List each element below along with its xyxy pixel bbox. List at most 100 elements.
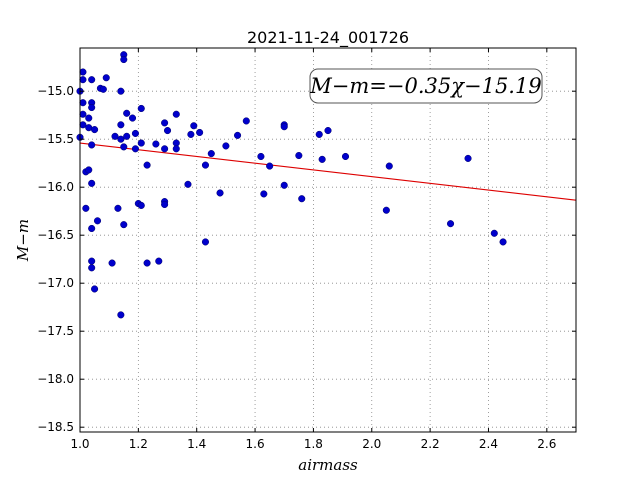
data-point bbox=[108, 259, 116, 267]
data-point bbox=[234, 131, 242, 139]
data-point bbox=[260, 190, 268, 198]
data-point bbox=[128, 114, 137, 122]
data-point bbox=[201, 238, 210, 246]
data-point bbox=[172, 110, 180, 118]
data-point bbox=[161, 119, 169, 127]
x-tick-label: 2.6 bbox=[537, 437, 556, 451]
data-point bbox=[79, 76, 87, 84]
data-point bbox=[190, 122, 198, 130]
data-point bbox=[137, 201, 145, 209]
data-point bbox=[172, 145, 180, 153]
data-point bbox=[88, 179, 96, 187]
data-point bbox=[143, 259, 151, 267]
x-axis-label: airmass bbox=[298, 456, 358, 474]
data-point bbox=[117, 121, 125, 129]
annotation-box: M−m=−0.35χ−15.19 bbox=[309, 68, 543, 104]
data-point bbox=[446, 220, 455, 228]
data-point bbox=[499, 238, 507, 246]
data-point bbox=[382, 206, 390, 214]
data-point bbox=[93, 217, 102, 225]
data-point bbox=[79, 121, 87, 129]
data-point bbox=[120, 221, 128, 229]
y-tick-label: −17.5 bbox=[37, 324, 74, 338]
x-tick-label: 1.0 bbox=[70, 437, 89, 451]
data-point bbox=[385, 162, 393, 170]
data-point bbox=[88, 264, 96, 272]
data-point bbox=[222, 142, 230, 150]
x-tick-label: 1.2 bbox=[129, 437, 148, 451]
data-point bbox=[117, 311, 125, 319]
data-point bbox=[298, 195, 306, 203]
plot-frame bbox=[79, 47, 577, 433]
data-point bbox=[201, 161, 210, 169]
data-point bbox=[117, 135, 125, 143]
data-point bbox=[117, 87, 125, 95]
data-point bbox=[324, 127, 332, 135]
data-point bbox=[114, 204, 122, 212]
y-tick-label: −16.0 bbox=[37, 180, 74, 194]
data-point bbox=[88, 103, 96, 112]
data-point bbox=[131, 145, 139, 153]
data-point bbox=[99, 85, 107, 93]
data-point bbox=[143, 161, 151, 169]
y-axis-label: M−m bbox=[14, 219, 32, 262]
x-axis-ticks: 1.0 1.2 1.4 1.6 1.8 2.0 2.2 2.4 2.6 bbox=[70, 48, 556, 451]
data-point bbox=[216, 189, 224, 197]
data-point bbox=[85, 114, 93, 122]
data-point bbox=[79, 68, 87, 76]
x-tick-label: 2.2 bbox=[421, 437, 440, 451]
data-point bbox=[161, 200, 169, 209]
data-point bbox=[79, 110, 87, 118]
grid bbox=[79, 48, 576, 432]
y-tick-label: −16.5 bbox=[37, 228, 74, 242]
data-point bbox=[257, 152, 265, 161]
data-point bbox=[161, 145, 169, 153]
data-point bbox=[82, 204, 90, 212]
data-point bbox=[120, 55, 128, 64]
data-point bbox=[318, 155, 326, 163]
data-point bbox=[295, 151, 303, 160]
y-tick-label: −15.0 bbox=[37, 84, 74, 98]
y-tick-label: −18.0 bbox=[37, 372, 74, 386]
data-point bbox=[91, 126, 99, 134]
data-point bbox=[88, 224, 96, 233]
data-point bbox=[184, 180, 192, 188]
data-point bbox=[137, 139, 145, 147]
data-point bbox=[196, 128, 204, 137]
data-point bbox=[123, 132, 131, 140]
y-tick-label: −17.0 bbox=[37, 276, 74, 290]
fit-line-group bbox=[79, 142, 577, 201]
data-point bbox=[91, 285, 99, 293]
x-tick-label: 2.4 bbox=[479, 437, 498, 451]
data-point bbox=[123, 109, 131, 117]
data-point bbox=[137, 104, 145, 113]
annotation-frame bbox=[309, 68, 543, 104]
data-point bbox=[280, 123, 288, 131]
data-point bbox=[207, 150, 215, 158]
y-axis-ticks: −15.0 −15.5 −16.0 −16.5 −17.0 −17.5 −18.0 −18.5 bbox=[37, 84, 576, 434]
data-point bbox=[266, 162, 274, 170]
data-point bbox=[315, 130, 323, 138]
data-point bbox=[79, 99, 87, 107]
x-tick-label: 1.8 bbox=[304, 437, 323, 451]
data-point bbox=[280, 181, 288, 189]
data-point bbox=[111, 132, 119, 140]
data-point bbox=[131, 129, 139, 137]
annotation-text: M−m=−0.35χ−15.19 bbox=[309, 74, 541, 98]
data-points bbox=[76, 51, 507, 319]
data-point bbox=[88, 76, 96, 84]
data-point bbox=[155, 257, 163, 265]
x-tick-label: 1.4 bbox=[187, 437, 206, 451]
data-point bbox=[88, 257, 96, 265]
data-point bbox=[163, 127, 172, 135]
data-point bbox=[464, 154, 472, 162]
x-tick-label: 1.6 bbox=[246, 437, 265, 451]
data-point bbox=[152, 140, 160, 148]
data-point bbox=[341, 152, 350, 161]
data-point bbox=[187, 130, 195, 138]
data-point bbox=[102, 74, 110, 82]
data-point bbox=[85, 166, 93, 174]
data-point bbox=[88, 141, 96, 149]
y-tick-label: −18.5 bbox=[37, 420, 74, 434]
